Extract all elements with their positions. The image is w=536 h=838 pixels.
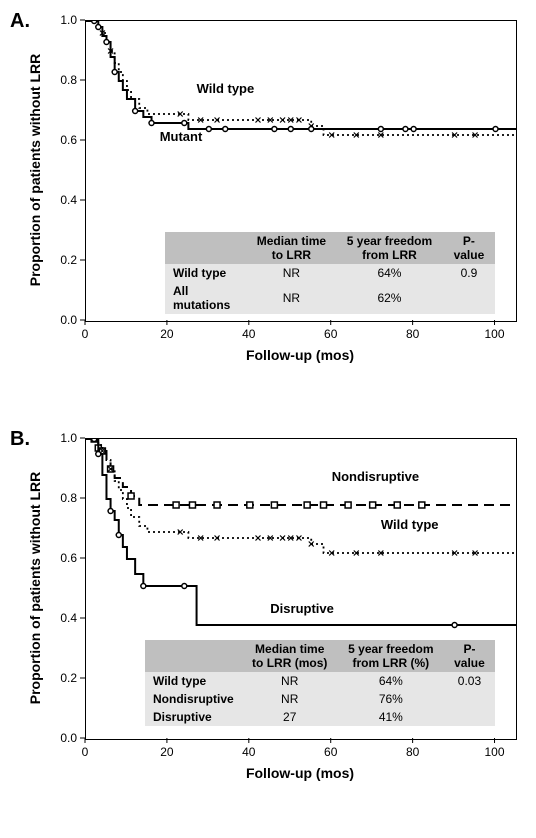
table-b-r1c0: Nondisruptive: [145, 690, 242, 708]
svg-text:0.2: 0.2: [60, 671, 77, 685]
table-a-r1c2: 62%: [336, 282, 443, 314]
svg-text:Nondisruptive: Nondisruptive: [332, 469, 419, 484]
svg-text:Mutant: Mutant: [160, 129, 203, 144]
table-b-r0c2: 64%: [338, 672, 444, 690]
table-a-r1c1: NR: [247, 282, 336, 314]
table-b-r0c1: NR: [242, 672, 338, 690]
table-a-col1: Median time to LRR: [247, 232, 336, 264]
svg-text:80: 80: [406, 327, 420, 341]
svg-text:0.0: 0.0: [60, 313, 77, 327]
svg-text:100: 100: [485, 327, 505, 341]
svg-text:20: 20: [160, 327, 174, 341]
table-b-r2c2: 41%: [338, 708, 444, 726]
svg-text:1.0: 1.0: [60, 431, 77, 445]
svg-text:Follow-up (mos): Follow-up (mos): [246, 347, 354, 363]
table-a-r0c0: Wild type: [165, 264, 247, 282]
table-b-col2: 5 year freedom from LRR (%): [338, 640, 444, 672]
table-a-col2: 5 year freedom from LRR: [336, 232, 443, 264]
svg-text:1.0: 1.0: [60, 13, 77, 27]
panel-b-table: Median time to LRR (mos) 5 year freedom …: [145, 640, 495, 726]
figure-root: A. Wild type Mutant 0.0 0.2 0.4 0.6 0.8 1.0 0 20…: [0, 0, 536, 837]
svg-text:40: 40: [242, 745, 256, 759]
svg-text:0.0: 0.0: [60, 731, 77, 745]
svg-text:0.6: 0.6: [60, 551, 77, 565]
svg-text:0: 0: [82, 327, 89, 341]
table-a-r1c0: All mutations: [165, 282, 247, 314]
table-b-r0c0: Wild type: [145, 672, 242, 690]
table-b-r1c3: [444, 690, 495, 708]
table-b-r2c1: 27: [242, 708, 338, 726]
table-b-col1: Median time to LRR (mos): [242, 640, 338, 672]
svg-text:20: 20: [160, 745, 174, 759]
svg-text:0: 0: [82, 745, 89, 759]
table-b-col3: P-value: [444, 640, 495, 672]
table-a-r0c1: NR: [247, 264, 336, 282]
table-b-r2c0: Disruptive: [145, 708, 242, 726]
table-b-r1c2: 76%: [338, 690, 444, 708]
svg-text:80: 80: [406, 745, 420, 759]
svg-text:60: 60: [324, 745, 338, 759]
table-b-r2c3: [444, 708, 495, 726]
table-a-r0c2: 64%: [336, 264, 443, 282]
table-a-r1c3: [443, 282, 495, 314]
svg-text:0.6: 0.6: [60, 133, 77, 147]
svg-text:60: 60: [324, 327, 338, 341]
svg-text:100: 100: [485, 745, 505, 759]
table-a-col3: P-value: [443, 232, 495, 264]
svg-text:40: 40: [242, 327, 256, 341]
svg-text:0.4: 0.4: [60, 193, 77, 207]
panel-b-label: B.: [10, 428, 30, 451]
svg-text:Wild type: Wild type: [197, 81, 255, 96]
svg-text:0.8: 0.8: [60, 73, 77, 87]
table-a-r0c3: 0.9: [443, 264, 495, 282]
svg-text:0.4: 0.4: [60, 611, 77, 625]
table-b-r1c1: NR: [242, 690, 338, 708]
svg-text:Proportion of patients without: Proportion of patients without LRR: [27, 54, 43, 287]
panel-a-table: Median time to LRR 5 year freedom from L…: [165, 232, 495, 314]
svg-text:0.2: 0.2: [60, 253, 77, 267]
svg-text:Proportion of patients without: Proportion of patients without LRR: [27, 472, 43, 705]
table-a-col0: [165, 232, 247, 264]
svg-text:Follow-up (mos): Follow-up (mos): [246, 765, 354, 781]
svg-text:Disruptive: Disruptive: [270, 601, 334, 616]
table-b-r0c3: 0.03: [444, 672, 495, 690]
table-b-col0: [145, 640, 242, 672]
panel-a-label: A.: [10, 10, 30, 33]
svg-text:0.8: 0.8: [60, 491, 77, 505]
svg-text:Wild type: Wild type: [381, 517, 439, 532]
